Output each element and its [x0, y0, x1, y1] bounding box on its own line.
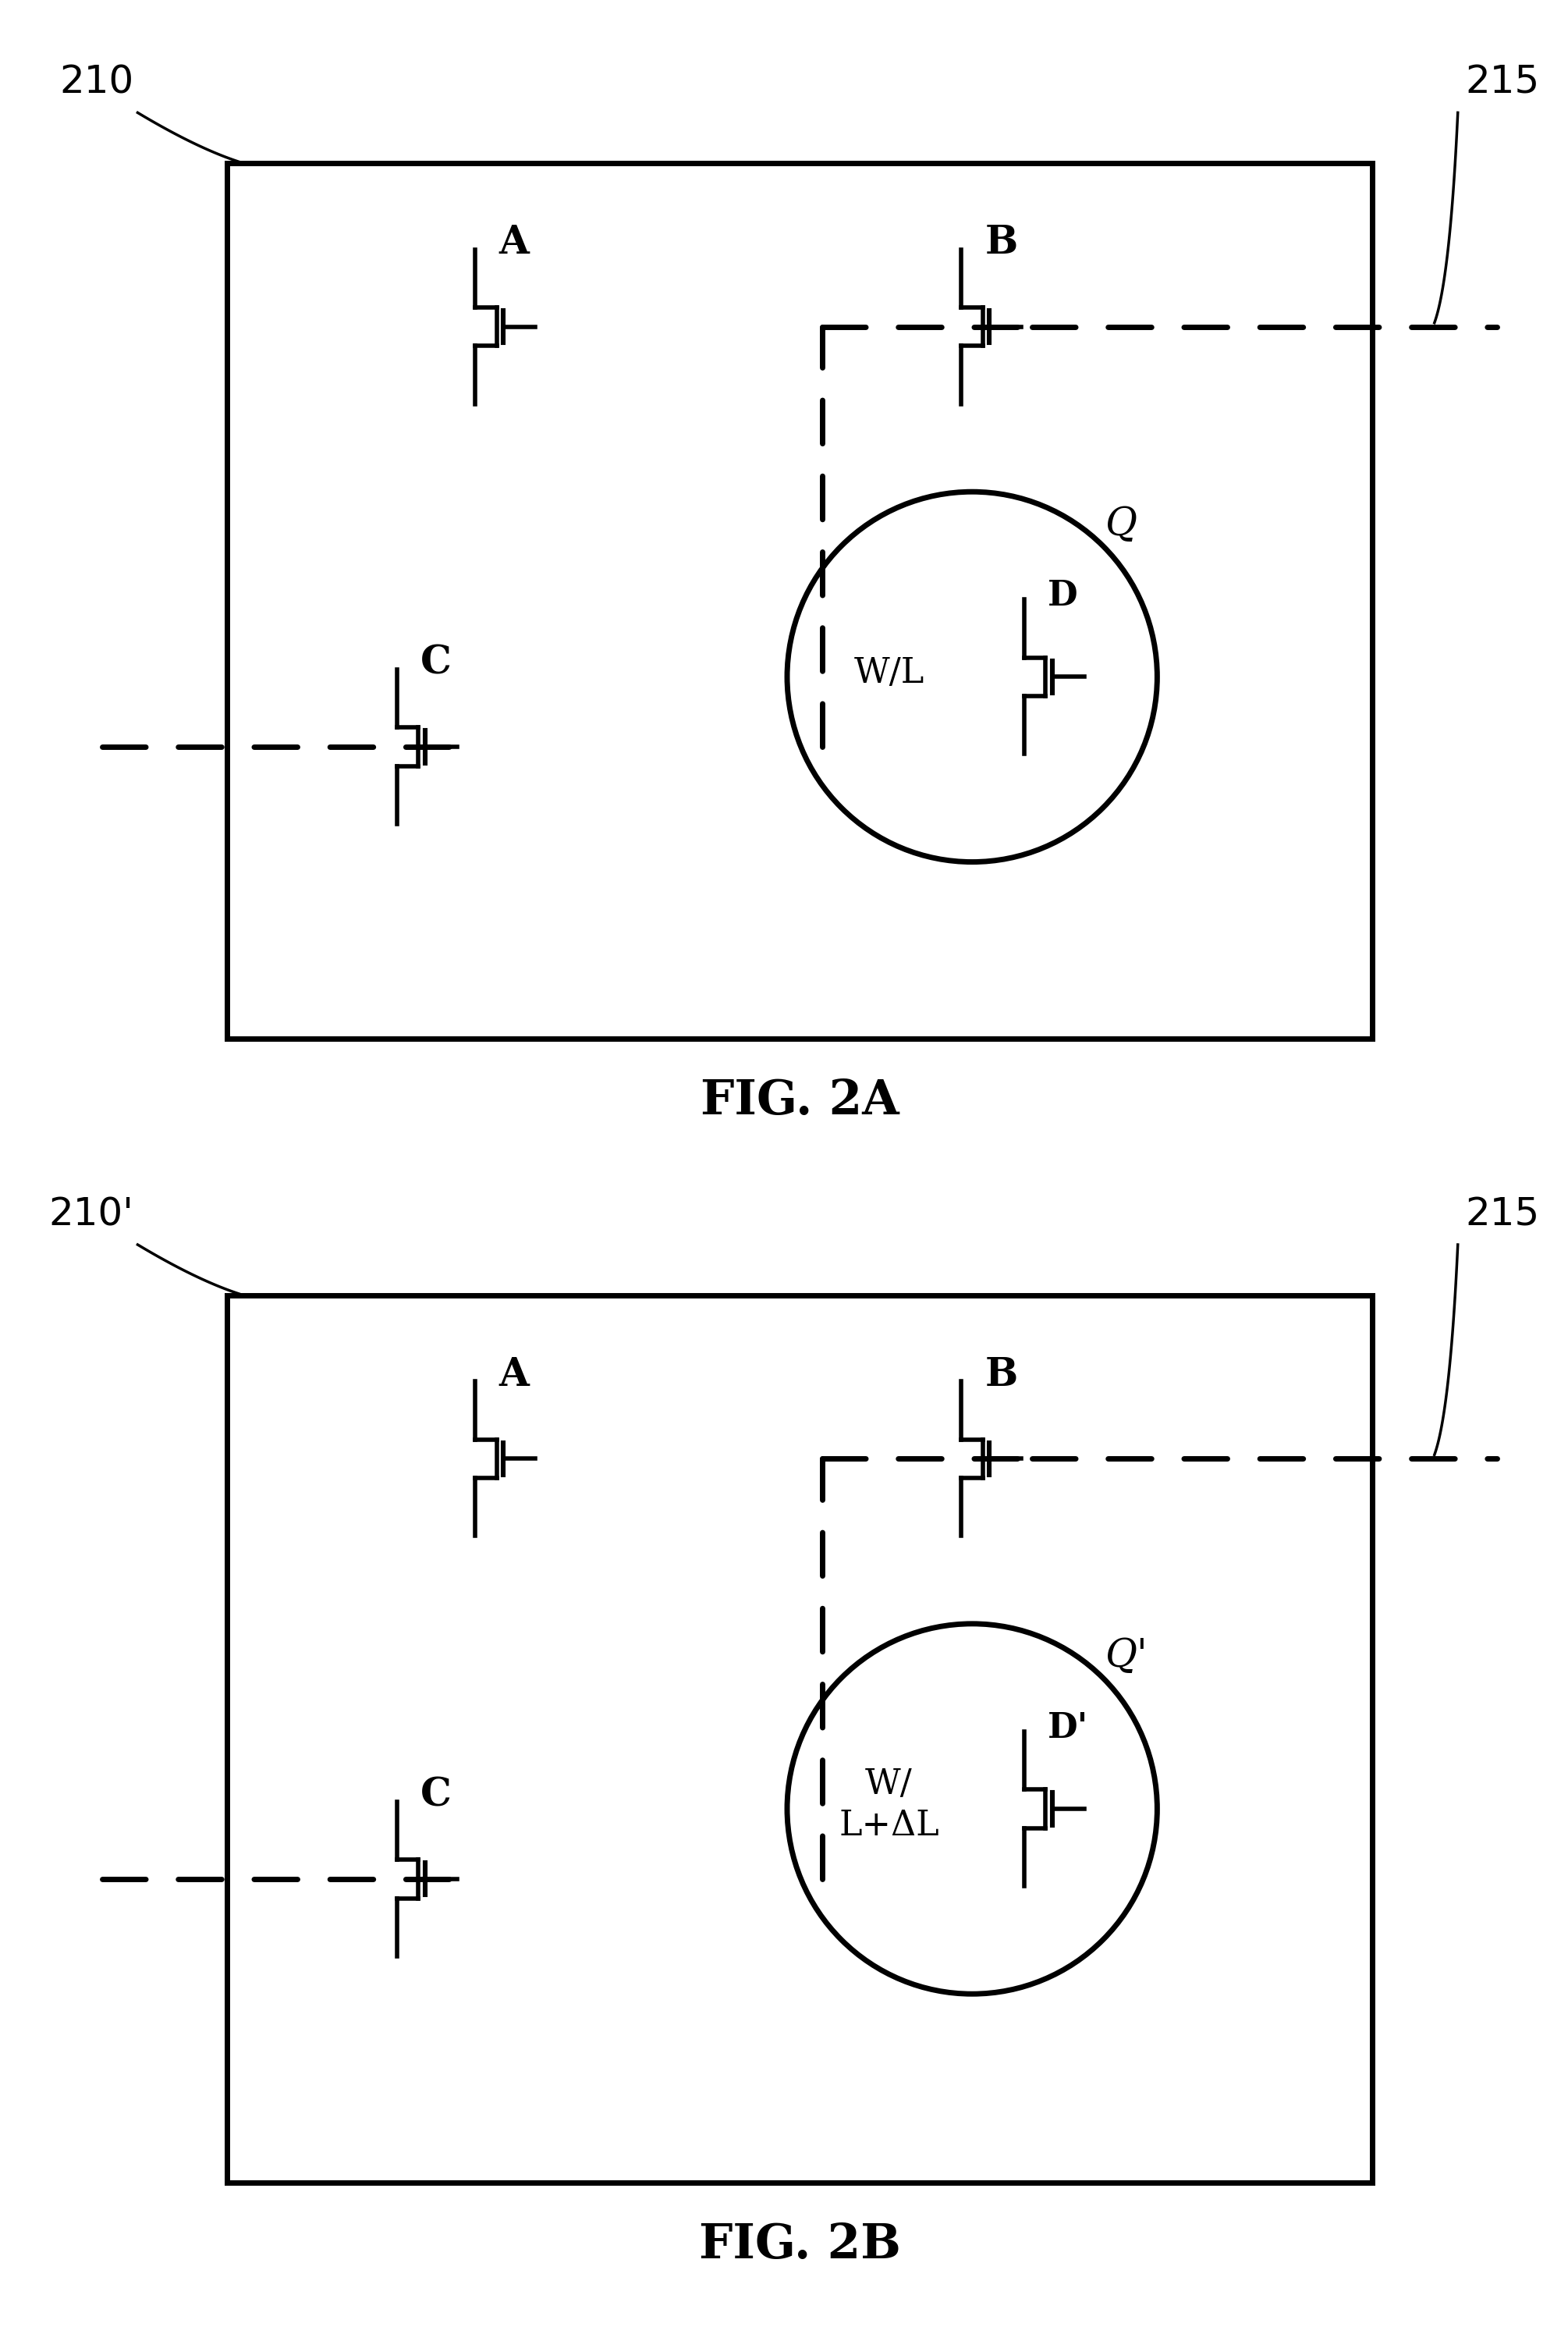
Text: Q': Q' [1105, 1636, 1148, 1676]
Text: A: A [499, 1356, 530, 1393]
Text: D': D' [1047, 1711, 1088, 1743]
Circle shape [787, 1624, 1157, 1993]
Text: 215: 215 [1466, 63, 1540, 100]
Text: W/
L+ΔL: W/ L+ΔL [839, 1767, 939, 1842]
Text: B: B [985, 1356, 1018, 1393]
Text: D: D [1047, 579, 1077, 612]
Text: 210: 210 [60, 63, 133, 100]
Text: FIG. 2B: FIG. 2B [699, 2222, 900, 2269]
Text: B: B [985, 224, 1018, 261]
Text: 210': 210' [49, 1195, 133, 1232]
Text: C: C [420, 1776, 452, 1814]
Text: Q: Q [1105, 504, 1137, 544]
Text: FIG. 2A: FIG. 2A [701, 1078, 898, 1125]
Bar [227, 163, 1372, 1039]
Text: A: A [499, 224, 530, 261]
Bar [227, 1295, 1372, 2182]
Text: 215: 215 [1466, 1195, 1540, 1232]
Text: W/L: W/L [853, 656, 924, 691]
Circle shape [787, 492, 1157, 861]
Text: C: C [420, 644, 452, 682]
